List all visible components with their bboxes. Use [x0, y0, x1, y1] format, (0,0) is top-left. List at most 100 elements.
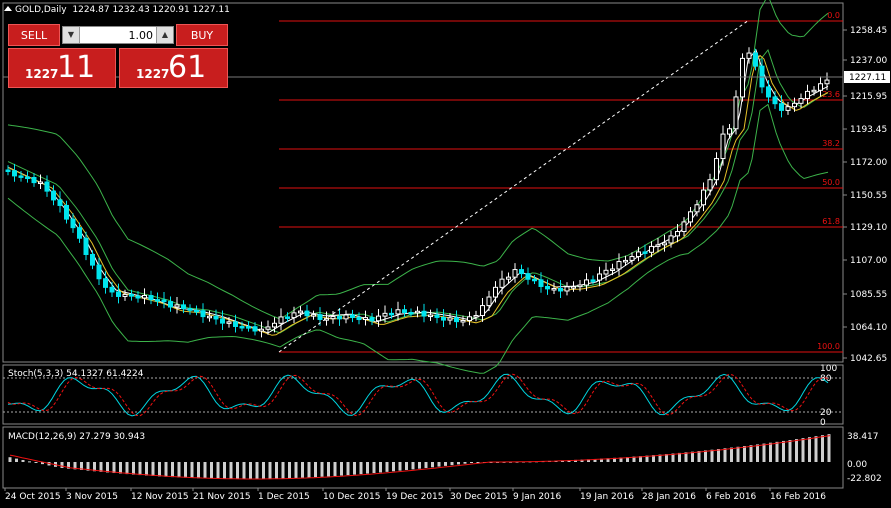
macd-bar — [717, 448, 720, 462]
candle-body — [181, 304, 186, 310]
candle-body — [512, 269, 518, 278]
candle-body — [90, 253, 95, 266]
macd-bar — [743, 446, 746, 462]
candle-body — [135, 295, 141, 299]
candle-body — [44, 181, 50, 192]
macd-bar — [450, 462, 454, 466]
candle-body — [584, 279, 589, 286]
fibonacci-levels: 0.0 23.6 38.2 50.0 61.8 100.0 — [279, 11, 843, 353]
macd-bar — [775, 441, 779, 462]
candle-body — [746, 52, 752, 59]
macd-bar — [405, 462, 408, 470]
candle-body — [571, 286, 576, 289]
macd-bar — [587, 459, 590, 462]
candle-body — [5, 169, 11, 172]
macd-bar — [645, 455, 649, 462]
candle-body — [239, 325, 245, 329]
candle-body — [610, 268, 615, 271]
macd-bar — [359, 462, 363, 475]
candle-body — [226, 321, 232, 324]
candle-body — [363, 317, 368, 321]
fib-level-label: 0.0 — [827, 11, 840, 20]
date-label: 28 Jan 2016 — [642, 492, 696, 502]
candle-body — [109, 286, 115, 293]
price-label: 1258.45 — [850, 26, 887, 36]
macd-bar — [710, 449, 714, 462]
macd-bar — [106, 462, 109, 473]
triangle-icon — [4, 6, 12, 11]
candle-body — [727, 128, 732, 135]
candle-body — [220, 318, 225, 324]
macd-bar — [236, 462, 239, 479]
price-label: 1042.65 — [850, 354, 887, 364]
candle-body — [129, 293, 134, 297]
candle-body — [577, 284, 583, 288]
macd-bar — [444, 462, 447, 466]
macd-bar — [34, 462, 38, 463]
macd-bar — [99, 462, 103, 472]
candle-body — [779, 103, 784, 111]
candle-body — [350, 314, 355, 318]
macd-bar — [795, 439, 798, 462]
fib-trendline[interactable] — [278, 19, 750, 353]
macd-bar — [223, 462, 226, 479]
date-label: 24 Oct 2015 — [5, 492, 61, 502]
candle-body — [785, 106, 791, 111]
macd-bar — [307, 462, 311, 478]
macd-bar — [671, 453, 675, 462]
macd-bar — [216, 462, 220, 479]
candle-body — [96, 264, 102, 280]
macd-bar — [658, 454, 662, 462]
sell-button[interactable]: SELL — [8, 24, 60, 46]
date-label: 16 Feb 2016 — [770, 492, 826, 502]
candle-body — [811, 89, 817, 93]
macd-bar — [463, 462, 467, 464]
candle-body — [525, 273, 531, 280]
lot-size-input[interactable] — [81, 27, 153, 43]
macd-bar — [281, 462, 285, 479]
candle-body — [259, 328, 264, 332]
buy-price-pips: 61 — [168, 50, 207, 85]
price-label: 1172.00 — [850, 158, 887, 168]
candle-body — [382, 312, 388, 317]
macd-bar — [112, 462, 116, 474]
macd-bar — [372, 462, 376, 474]
macd-level-label: 38.417 — [847, 432, 879, 442]
stoch-level-label: 20 — [820, 408, 832, 418]
macd-bar — [158, 462, 161, 477]
candle-body — [564, 286, 570, 292]
candle-body — [558, 288, 563, 292]
candle-body — [688, 211, 693, 223]
macd-panel-border — [2, 426, 844, 489]
macd-bar — [821, 435, 824, 462]
macd-bar — [138, 462, 142, 476]
bollinger-lower — [7, 103, 829, 374]
macd-bar — [268, 462, 272, 479]
chevron-down-icon[interactable]: ▼ — [63, 27, 80, 43]
buy-price-button[interactable]: 1227 61 — [119, 48, 228, 88]
macd-bar — [392, 462, 395, 472]
macd-bar — [814, 436, 818, 462]
sell-price-pips: 11 — [57, 50, 96, 85]
candle-body — [467, 316, 472, 321]
chevron-up-icon[interactable]: ▲ — [156, 27, 173, 43]
macd-bar — [398, 462, 402, 471]
candle-body — [168, 301, 173, 308]
buy-button[interactable]: BUY — [176, 24, 228, 46]
fib-level-label: 38.2 — [822, 139, 840, 148]
date-label: 12 Nov 2015 — [131, 492, 189, 502]
candle-body — [272, 322, 277, 328]
candle-body — [421, 310, 427, 317]
macd-bar — [190, 462, 194, 478]
fib-level-label: 100.0 — [817, 342, 840, 351]
macd-indicator: 38.417 0.00 -22.802 — [8, 432, 882, 484]
candle-body — [83, 237, 89, 255]
macd-bar — [730, 447, 733, 462]
price-label: 1215.95 — [850, 92, 887, 102]
candle-body — [77, 227, 82, 239]
date-label: 19 Jan 2016 — [580, 492, 634, 502]
macd-bar — [93, 462, 96, 472]
macd-bar — [704, 450, 707, 462]
sell-price-button[interactable]: 1227 11 — [8, 48, 116, 88]
